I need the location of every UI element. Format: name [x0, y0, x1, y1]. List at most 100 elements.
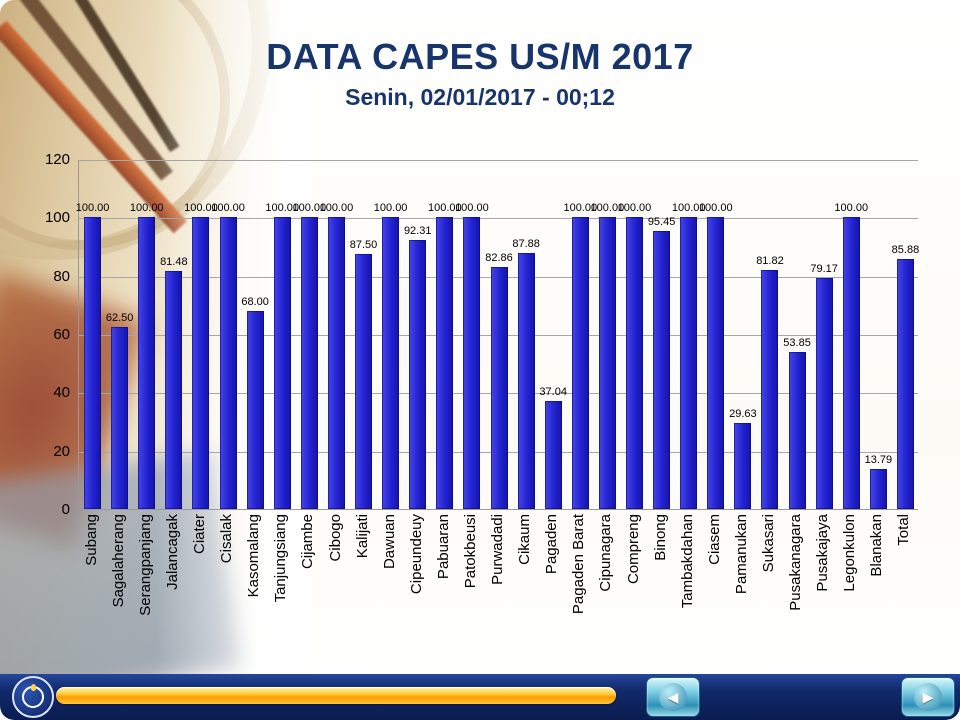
x-tick-cell: Sukasari: [755, 514, 782, 669]
bar: [761, 270, 779, 509]
bar-value-label: 95.45: [647, 215, 676, 228]
x-tick-label: Pagaden Barat: [570, 514, 588, 615]
bar: [84, 217, 102, 509]
footer-bar: ◀ ▶: [0, 674, 960, 720]
bar-value-label: 29.63: [729, 407, 757, 420]
x-tick-cell: Cikaum: [512, 514, 539, 669]
x-tick-label: Tanjungsiang: [272, 514, 290, 603]
bar: [707, 217, 725, 509]
x-tick-cell: Tanjungsiang: [268, 514, 295, 669]
x-axis-labels: Subang Sagalaherang Serangpanjang Jalancaga…: [78, 514, 918, 669]
bar-value-label: 100.00: [671, 202, 706, 215]
bar-value-label: 62.50: [105, 311, 134, 324]
bar-value-label: 100.00: [75, 202, 110, 215]
y-tick-label: 20: [53, 442, 70, 460]
x-tick-label: Pagaden: [543, 514, 561, 575]
x-tick-cell: Pusakanagara: [782, 514, 809, 669]
bar: [788, 351, 806, 509]
x-tick-cell: Ciasem: [701, 514, 728, 669]
bar-value-label: 100.00: [563, 202, 598, 215]
bar-value-label: 37.04: [539, 385, 567, 398]
bar-value-label: 100.00: [455, 202, 489, 215]
bar: [490, 267, 508, 509]
x-tick-label: Cisalak: [218, 514, 236, 564]
slide-subtitle: Senin, 02/01/2017 - 00;12: [345, 84, 615, 110]
bar-value-label: 92.31: [403, 224, 432, 237]
x-tick-label: Pabuaran: [434, 514, 452, 580]
x-tick-label: Pamanukan: [732, 514, 750, 595]
bar: [382, 217, 400, 509]
y-tick-label: 80: [53, 267, 70, 285]
x-tick-label: Serangpanjang: [136, 514, 154, 616]
bar: [463, 217, 481, 509]
x-tick-cell: Pagaden: [539, 514, 566, 669]
x-tick-label: Subang: [82, 514, 100, 566]
x-tick-label: Cibogo: [326, 514, 344, 562]
bar: [653, 230, 671, 509]
bar: [192, 217, 210, 509]
bar-value-label: 100.00: [698, 202, 733, 215]
x-tick-cell: Total: [891, 514, 918, 669]
bar-value-label: 100.00: [590, 202, 625, 215]
bar: [815, 278, 833, 509]
bar-value-label: 87.50: [349, 238, 378, 251]
bar-value-label: 13.79: [864, 453, 893, 466]
x-tick-label: Cijambe: [299, 514, 317, 570]
x-tick-label: Patokbeusi: [461, 514, 479, 589]
bar: [680, 217, 698, 509]
x-tick-cell: Subang: [78, 514, 105, 669]
bar: [598, 217, 616, 509]
x-tick-label: Tambakdahan: [678, 514, 696, 609]
x-tick-label: Total: [895, 514, 913, 546]
x-tick-cell: Cisalak: [213, 514, 240, 669]
bar: [896, 258, 914, 509]
bar: [300, 217, 318, 509]
bar: [734, 422, 752, 509]
x-tick-label: Ciasem: [705, 514, 723, 565]
bar: [246, 310, 264, 509]
x-tick-cell: Cijambe: [295, 514, 322, 669]
bar: [165, 271, 183, 509]
x-tick-cell: Pagaden Barat: [566, 514, 593, 669]
bar-value-label: 100.00: [292, 202, 327, 215]
x-tick-cell: Pusakajaya: [810, 514, 837, 669]
bar-value-label: 81.82: [756, 255, 784, 268]
bar: [327, 217, 345, 509]
bar-chart: 0 20 40 60 80 100 120 100.00 62.50 100.00 81.48 10…: [44, 151, 924, 672]
y-tick-label: 40: [53, 384, 70, 402]
bar: [625, 217, 643, 509]
y-tick-label: 60: [53, 326, 70, 343]
x-tick-label: Pusakajaya: [814, 514, 832, 592]
title-block: DATA CAPES US/M 2017 Senin, 02/01/2017 -…: [0, 36, 960, 111]
x-tick-label: Ciater: [191, 514, 209, 555]
x-tick-cell: Sagalaherang: [105, 514, 132, 669]
next-slide-button[interactable]: ▶: [901, 677, 955, 717]
x-tick-label: Cikaum: [516, 514, 534, 565]
bar: [138, 217, 156, 509]
slide-title: DATA CAPES US/M 2017: [266, 36, 694, 77]
logo-emblem: [22, 684, 44, 708]
x-tick-cell: Jalancagak: [159, 514, 186, 669]
plot-area: 100.00 62.50 100.00 81.48 100.00 100.00 68.00 1…: [76, 160, 919, 510]
x-tick-label: Dawuan: [380, 514, 398, 570]
bar: [544, 400, 562, 509]
bar-value-label: 81.48: [160, 256, 188, 269]
x-tick-cell: Kalijati: [349, 514, 376, 669]
bar-value-label: 100.00: [211, 202, 245, 215]
bar-value-label: 68.00: [241, 295, 269, 308]
y-tick-label: 120: [44, 151, 70, 168]
bar-value-label: 100.00: [129, 202, 164, 215]
bar-value-label: 100.00: [834, 202, 869, 215]
x-tick-cell: Pamanukan: [728, 514, 755, 669]
bar-value-label: 53.85: [783, 336, 811, 349]
ministry-logo-icon: [12, 676, 54, 718]
bar-value-label: 100.00: [265, 202, 300, 215]
bar: [436, 217, 454, 509]
x-tick-cell: Binong: [647, 514, 674, 669]
x-tick-cell: Kasomalang: [241, 514, 268, 669]
x-tick-cell: Legonkulon: [837, 514, 864, 669]
x-tick-label: Kalijati: [353, 514, 371, 559]
previous-slide-button[interactable]: ◀: [646, 677, 700, 717]
y-tick-label: 100: [44, 209, 70, 227]
